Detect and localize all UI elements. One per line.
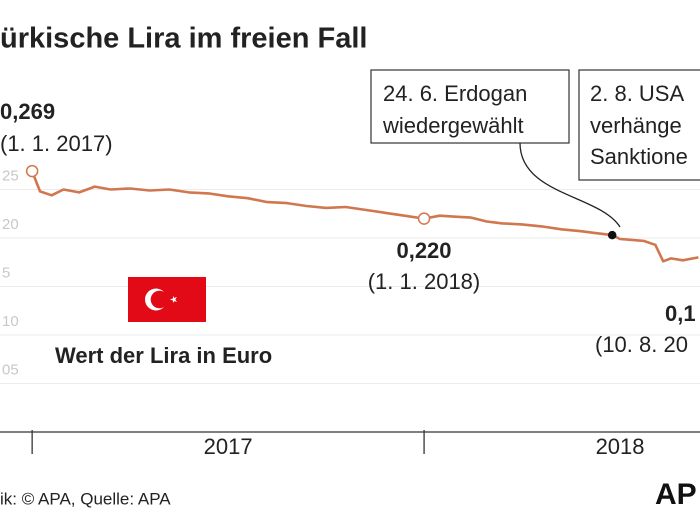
- flag-crescent-cut: [150, 290, 169, 309]
- y-tick-label: 20: [2, 216, 19, 233]
- annotation-value: 0,269: [0, 99, 55, 124]
- event-box: [370, 69, 570, 144]
- event-text: wiedergewählt: [382, 113, 524, 138]
- logo: AP: [655, 478, 697, 511]
- point-marker: [417, 212, 431, 225]
- event-box: [578, 69, 700, 181]
- annotation-date: (1. 1. 2018): [368, 269, 481, 294]
- annotation-value: 0,1: [665, 301, 696, 326]
- flag-star: [170, 296, 177, 303]
- x-tick-label: 2017: [204, 434, 253, 459]
- credit: ik: © APA, Quelle: APA: [0, 489, 171, 508]
- annotation-date: (1. 1. 2017): [0, 131, 113, 156]
- line: [30, 170, 699, 263]
- x-tick-label: 2018: [596, 434, 645, 459]
- event-text: verhänge: [590, 113, 682, 138]
- y-tick-label: 5: [2, 264, 10, 281]
- point-marker: [25, 164, 39, 178]
- subtitle: Wert der Lira in Euro: [55, 343, 272, 368]
- y-tick-label: 10: [2, 313, 19, 330]
- event-pointer: [519, 142, 621, 228]
- chart-title: ürkische Lira im freien Fall: [0, 23, 367, 55]
- event-text: 2. 8. USA: [590, 81, 684, 106]
- y-tick-label: 05: [2, 361, 19, 378]
- y-tick-label: 25: [2, 167, 19, 184]
- point-marker: [607, 230, 617, 240]
- annotation-date: (10. 8. 20: [595, 332, 688, 357]
- event-text: 24. 6. Erdogan: [383, 81, 527, 106]
- event-text: Sanktione: [590, 144, 688, 169]
- annotation-value: 0,220: [396, 238, 451, 263]
